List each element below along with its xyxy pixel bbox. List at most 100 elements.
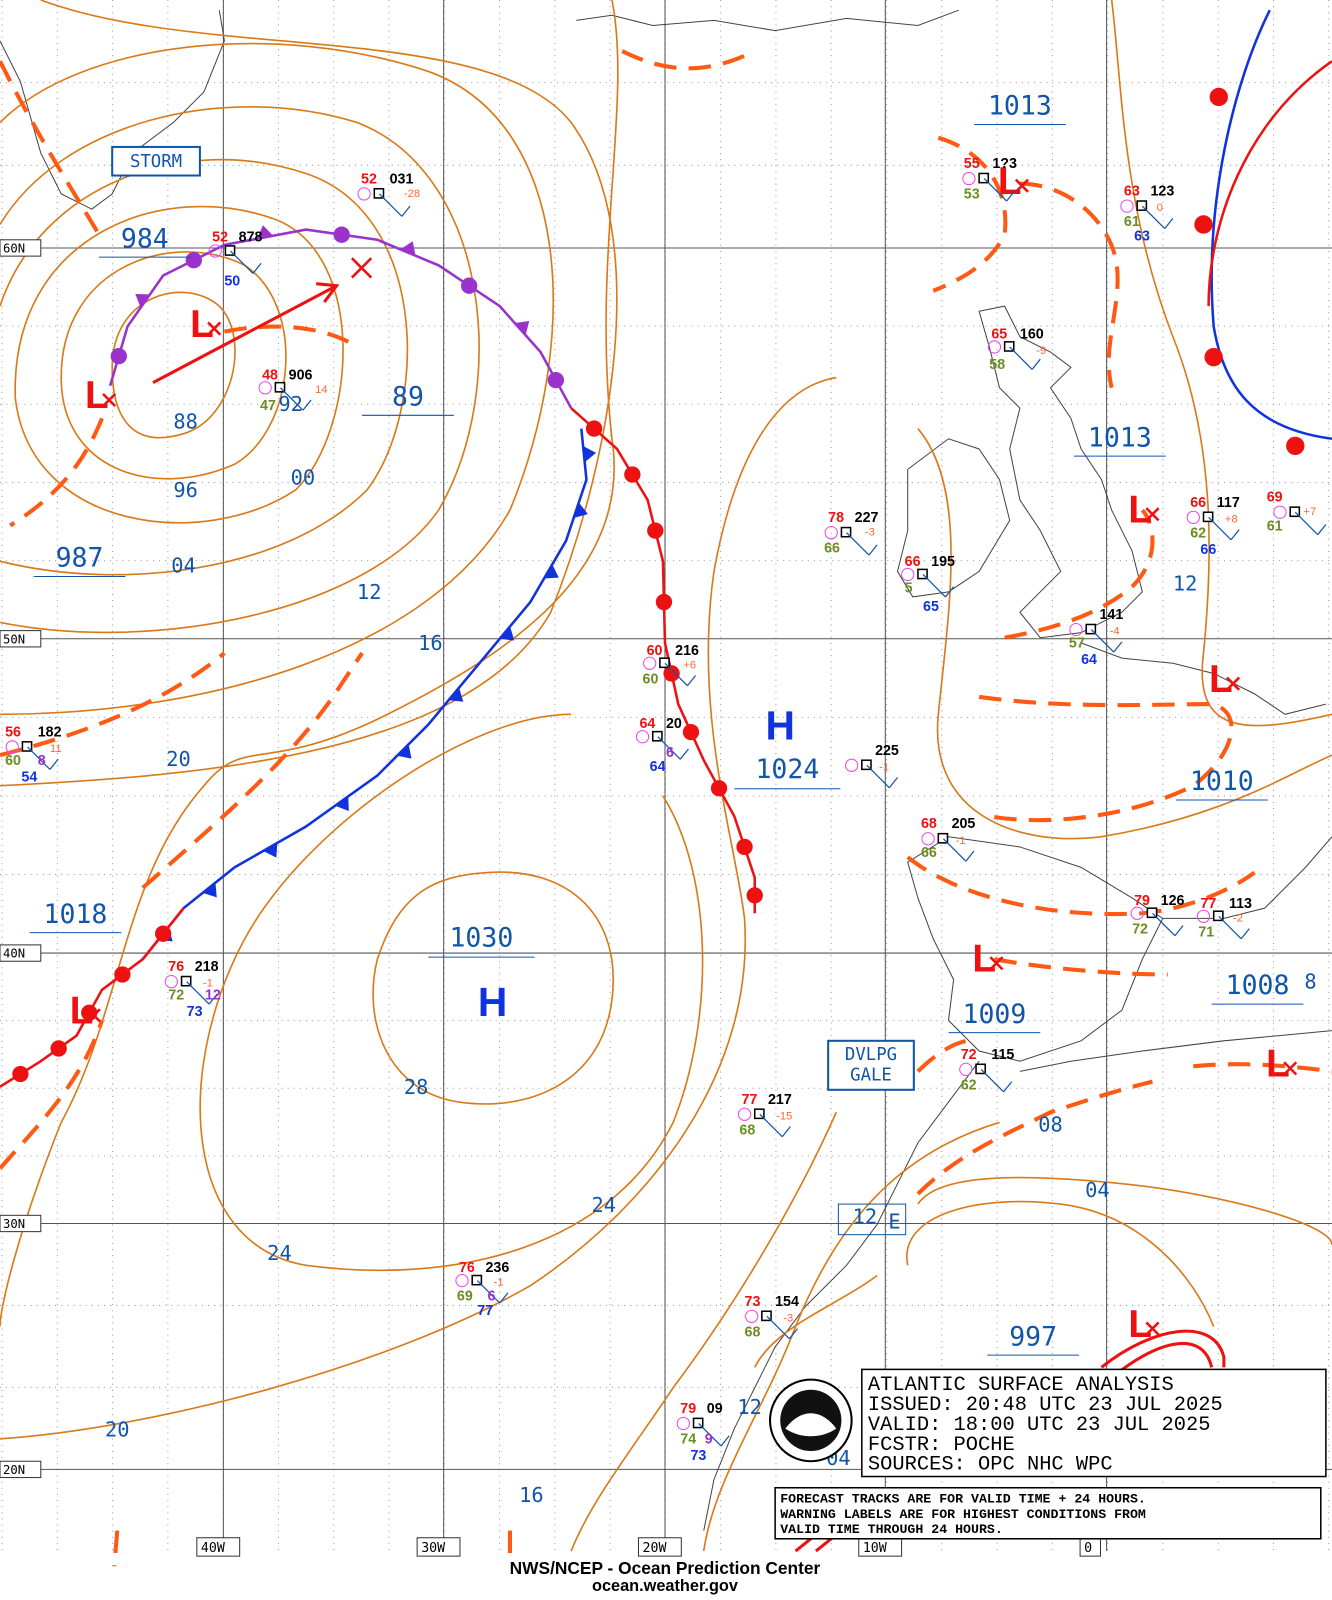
low-letter: L: [85, 374, 109, 417]
station-value: 123: [1150, 184, 1174, 200]
lon-label-box: [637, 1537, 682, 1557]
lat-label: 60N: [3, 241, 25, 255]
station-marker: [274, 381, 286, 393]
wind-barb: [1152, 912, 1184, 937]
low-x: [1145, 507, 1160, 522]
grid: [0, 0, 1332, 1552]
station-circle: [987, 340, 1002, 354]
warning-label: DVLPG: [845, 1045, 897, 1065]
high-pressure: 1030: [449, 922, 513, 953]
station-value: 63: [1134, 228, 1150, 244]
station-value: 47: [260, 398, 276, 414]
front-barb: [544, 564, 559, 579]
station-value: 77: [477, 1303, 493, 1319]
front-bump: [647, 522, 664, 539]
station-value: 11: [50, 743, 62, 755]
station-circle: [357, 187, 371, 201]
front-bump: [655, 593, 673, 611]
station-marker: [659, 657, 670, 669]
wind-barb: [1090, 629, 1123, 653]
station-marker: [975, 1063, 986, 1075]
low-x: [1014, 178, 1029, 193]
wind-barb: [27, 746, 59, 770]
station-value: -28: [404, 188, 420, 200]
station-circle: [635, 730, 650, 744]
low-x: [1226, 676, 1241, 691]
front-bump: [547, 371, 565, 389]
lon-label-box: [416, 1537, 461, 1557]
front-barb: [257, 225, 274, 239]
low-letter: L: [972, 937, 996, 980]
info-line: VALID: 18:00 UTC 23 JUL 2025: [868, 1414, 1211, 1437]
station-marker: [1003, 341, 1015, 352]
trough: [916, 1038, 970, 1073]
footer-line: NWS/NCEP - Ocean Prediction Center: [510, 1558, 821, 1578]
station-value: 906: [289, 367, 313, 383]
wind-barb: [766, 1315, 799, 1340]
station-value: -1: [203, 978, 213, 990]
station-value: +6: [683, 659, 696, 671]
high-pressure: 1024: [755, 754, 819, 785]
station-value: 66: [1190, 495, 1206, 511]
front-barb: [514, 320, 530, 336]
station-marker: [917, 568, 928, 580]
isobar: [1110, 0, 1332, 727]
trough: [621, 49, 756, 71]
station-value: 9: [705, 1432, 713, 1448]
station-marker: [978, 172, 990, 184]
low-letter: L: [1128, 1303, 1152, 1346]
station-circle: [824, 526, 838, 540]
station-value: 52: [212, 230, 228, 246]
cold-front: [141, 428, 588, 960]
station-value: 878: [239, 230, 263, 246]
pressure-label: 89: [392, 381, 424, 412]
lat-label-box: [0, 1214, 42, 1233]
front-barb: [583, 445, 597, 463]
station-marker: [1136, 200, 1148, 211]
front-barb: [499, 626, 515, 641]
isobar-label: 12: [1173, 572, 1198, 596]
isobar-label: 12: [357, 580, 382, 604]
front-bump: [736, 838, 753, 856]
front-barb: [400, 241, 416, 256]
station-marker: [861, 759, 872, 771]
front-barb: [573, 502, 588, 518]
station-marker: [761, 1310, 772, 1322]
station-value: 115: [991, 1047, 1014, 1063]
station-marker: [840, 526, 852, 538]
note-line: FORECAST TRACKS ARE FOR VALID TIME + 24 …: [780, 1491, 1146, 1506]
station-value: 72: [168, 988, 184, 1004]
low-letter: L: [1209, 658, 1233, 701]
isobar: [199, 713, 704, 1272]
trough: [141, 651, 364, 890]
station-value: 55: [964, 156, 980, 172]
wind-barb: [1208, 516, 1240, 541]
low-letter: L: [1128, 488, 1152, 531]
station-marker: [1146, 907, 1158, 919]
station-value: 236: [485, 1260, 509, 1276]
low-letter: L: [1266, 1043, 1290, 1086]
lon-label: 10W: [863, 1541, 887, 1556]
warm-front: [1207, 60, 1332, 307]
coastline: [576, 9, 959, 32]
note-line: VALID TIME THROUGH 24 HOURS.: [780, 1522, 1003, 1537]
isobar: [0, 0, 619, 1327]
lon-label-box: [196, 1537, 241, 1557]
isobar-label: 24: [592, 1193, 617, 1217]
pressure-label: 1013: [1088, 422, 1152, 453]
isobar: [917, 1176, 1332, 1246]
station-circle: [959, 1062, 973, 1077]
station-circle: [208, 244, 222, 258]
occluded-front: [1210, 9, 1332, 441]
pressure-label: 984: [121, 223, 169, 254]
high-letter: H: [765, 702, 794, 748]
station-value: 1?3: [992, 156, 1017, 172]
wind-barb: [983, 178, 1016, 202]
station-marker: [937, 832, 949, 844]
station-value: 73: [690, 1448, 706, 1464]
station-value: 126: [1161, 893, 1185, 909]
station-value: 216: [675, 643, 699, 659]
wind-barb: [657, 736, 689, 760]
info-line: ATLANTIC SURFACE ANALYSIS: [868, 1374, 1174, 1397]
